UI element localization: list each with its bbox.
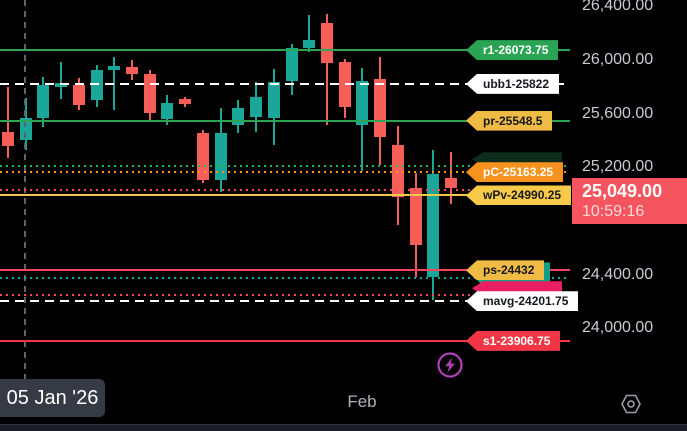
level-line-pC (0, 171, 570, 174)
last-price-time: 10:59:16 (582, 202, 645, 220)
last-price-marker: 25,049.00 10:59:16 (572, 177, 687, 224)
price-axis-label: 25,200.00 (582, 158, 654, 176)
candle-body (126, 66, 139, 75)
level-tag-ps: ps-24432 (466, 260, 545, 281)
hexagon-settings-icon (621, 394, 641, 414)
chart-canvas[interactable]: r1-26073.75 ubb1-25822 pr-25548.5 pC-25163.… (0, 0, 579, 424)
level-line-s1 (0, 339, 570, 342)
level-line-hid1 (0, 164, 570, 167)
price-axis-label: 26,400.00 (582, 0, 654, 15)
candle-body (409, 188, 422, 246)
candle-body (72, 84, 85, 105)
bottom-toolbar (0, 424, 687, 431)
level-line-hid2 (0, 188, 570, 191)
candle-body (445, 178, 457, 188)
candle-wick (308, 15, 311, 52)
price-axis[interactable]: 26,400.00 26,000.00 25,600.00 25,200.00 24,4… (572, 0, 687, 424)
candle-body (37, 84, 50, 118)
candle-body (214, 133, 227, 181)
candle-wick (325, 13, 328, 126)
candle-body (179, 98, 192, 105)
level-tag-mavg: mavg-24201.75 (466, 291, 579, 312)
level-line-mavg (0, 300, 570, 303)
level-tag-r1: r1-26073.75 (466, 40, 559, 61)
candle-body (143, 74, 156, 113)
level-tag-pC: pC-25163.25 (466, 162, 564, 183)
level-line-ps (0, 269, 570, 272)
candle-body (108, 66, 121, 71)
candle-body (161, 102, 174, 120)
price-axis-label: 25,600.00 (582, 104, 654, 122)
axis-settings-button[interactable] (619, 392, 643, 416)
level-line-ubb1 (0, 82, 570, 85)
candle-body (2, 131, 14, 146)
candle-body (427, 174, 440, 278)
level-line-wPv (0, 194, 570, 197)
level-line-r1 (0, 49, 570, 52)
candle-body (196, 133, 209, 181)
lightning-bolt-icon (437, 352, 463, 378)
time-axis[interactable]: 05 Jan '26 Feb (0, 379, 687, 424)
price-axis-label: 26,000.00 (582, 51, 654, 68)
candle-body (391, 145, 404, 197)
month-label: Feb (347, 392, 377, 411)
last-price-value: 25,049.00 (582, 180, 663, 201)
level-tag-ubb1: ubb1-25822 (466, 73, 560, 94)
level-line-hid4 (0, 294, 570, 297)
crosshair-date-label: 05 Jan '26 (0, 379, 105, 417)
price-axis-label: 24,400.00 (582, 265, 654, 283)
price-axis-label: 24,000.00 (582, 319, 654, 337)
candle-body (285, 47, 298, 81)
level-tag-s1: s1-23906.75 (466, 330, 561, 351)
candle-body (250, 96, 263, 117)
candle-wick (7, 86, 9, 158)
candle-body (356, 80, 369, 126)
level-tag-wPv: wPv-24990.25 (466, 185, 572, 206)
level-line-hid3 (0, 277, 570, 279)
lightning-button[interactable] (436, 351, 464, 379)
level-tag-pr: pr-25548.5 (466, 110, 553, 131)
candle-body (232, 108, 245, 126)
candle-body (374, 78, 387, 138)
candle-wick (60, 62, 63, 99)
candle-body (90, 70, 103, 101)
candle-body (320, 23, 333, 63)
candle-body (267, 82, 280, 118)
candle-body (303, 39, 316, 48)
level-line-pr (0, 119, 570, 122)
